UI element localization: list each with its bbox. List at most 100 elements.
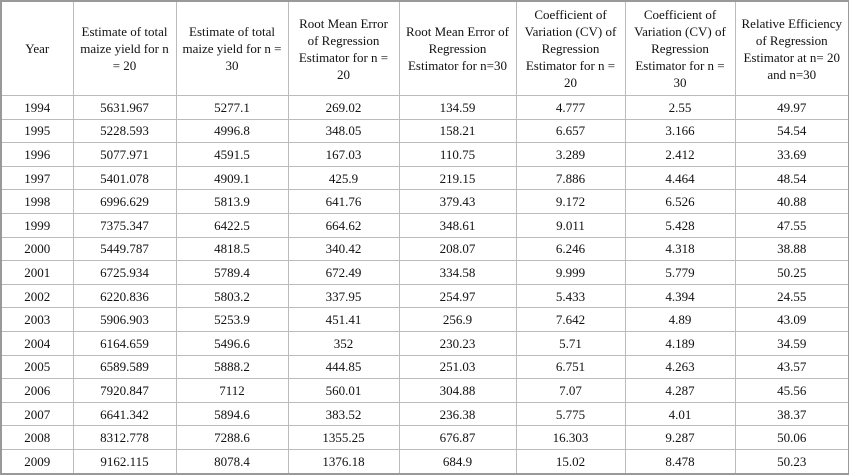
value-cell: 7112 [175, 378, 289, 403]
value-cell: 4.287 [624, 378, 736, 403]
header-cell: Estimate of total maize yield for n = 30 [175, 0, 289, 96]
value-cell: 269.02 [287, 95, 400, 120]
value-cell: 40.88 [734, 189, 849, 214]
value-cell: 664.62 [287, 212, 400, 238]
value-cell: 7375.347 [72, 212, 177, 238]
value-cell: 5228.593 [72, 118, 177, 144]
value-cell: 8.478 [624, 448, 736, 475]
value-cell: 6589.589 [72, 354, 177, 380]
value-cell: 337.95 [287, 283, 400, 309]
value-cell: 340.42 [287, 236, 400, 262]
value-cell: 34.59 [734, 330, 849, 356]
header-cell: Root Mean Error of Regression Estimator … [398, 0, 517, 96]
value-cell: 641.76 [287, 189, 400, 214]
value-cell: 4996.8 [175, 118, 289, 144]
header-cell: Year [0, 0, 74, 96]
value-cell: 254.97 [398, 283, 517, 309]
value-cell: 38.37 [734, 401, 849, 427]
value-cell: 208.07 [398, 236, 517, 262]
value-cell: 5.71 [515, 330, 626, 356]
year-cell: 2008 [0, 425, 74, 450]
value-cell: 5496.6 [175, 330, 289, 356]
table-row: 2000 5449.787 4818.5 340.42 208.07 6.246 4.318… [0, 236, 849, 262]
value-cell: 110.75 [398, 142, 517, 167]
value-cell: 672.49 [287, 260, 400, 285]
table-row: 2005 6589.589 5888.2 444.85 251.03 6.751 4.263… [0, 354, 849, 380]
value-cell: 16.303 [515, 425, 626, 450]
table-row: 2007 6641.342 5894.6 383.52 236.38 5.775 4.01 3… [0, 401, 849, 427]
value-cell: 4591.5 [175, 142, 289, 167]
value-cell: 9.999 [515, 260, 626, 285]
value-cell: 5789.4 [175, 260, 289, 285]
value-cell: 6641.342 [72, 401, 177, 427]
value-cell: 5.433 [515, 283, 626, 309]
table-row: 2008 8312.778 7288.6 1355.25 676.87 16.303 9.2… [0, 425, 849, 450]
value-cell: 48.54 [734, 165, 849, 191]
value-cell: 4.464 [624, 165, 736, 191]
value-cell: 2.55 [624, 95, 736, 120]
value-cell: 230.23 [398, 330, 517, 356]
value-cell: 5277.1 [175, 95, 289, 120]
year-cell: 1999 [0, 212, 74, 238]
table-row: 2002 6220.836 5803.2 337.95 254.97 5.433 4.394… [0, 283, 849, 309]
header-cell: Coefficient of Variation (CV) of Regress… [515, 0, 626, 96]
value-cell: 5401.078 [72, 165, 177, 191]
year-cell: 1997 [0, 165, 74, 191]
value-cell: 5888.2 [175, 354, 289, 380]
value-cell: 5631.967 [72, 95, 177, 120]
year-cell: 2002 [0, 283, 74, 309]
value-cell: 134.59 [398, 95, 517, 120]
value-cell: 7920.847 [72, 378, 177, 403]
value-cell: 50.25 [734, 260, 849, 285]
table-row: 1998 6996.629 5813.9 641.76 379.43 9.172 6.526… [0, 189, 849, 214]
value-cell: 383.52 [287, 401, 400, 427]
value-cell: 49.97 [734, 95, 849, 120]
value-cell: 5813.9 [175, 189, 289, 214]
value-cell: 348.05 [287, 118, 400, 144]
value-cell: 5906.903 [72, 307, 177, 332]
value-cell: 4.263 [624, 354, 736, 380]
value-cell: 251.03 [398, 354, 517, 380]
value-cell: 4818.5 [175, 236, 289, 262]
value-cell: 167.03 [287, 142, 400, 167]
value-cell: 6996.629 [72, 189, 177, 214]
value-cell: 50.06 [734, 425, 849, 450]
year-cell: 2000 [0, 236, 74, 262]
value-cell: 444.85 [287, 354, 400, 380]
value-cell: 236.38 [398, 401, 517, 427]
value-cell: 5077.971 [72, 142, 177, 167]
value-cell: 47.55 [734, 212, 849, 238]
year-cell: 2009 [0, 448, 74, 475]
year-cell: 2007 [0, 401, 74, 427]
year-cell: 2003 [0, 307, 74, 332]
table-row: 2001 6725.934 5789.4 672.49 334.58 9.999 5.779… [0, 260, 849, 285]
value-cell: 4.89 [624, 307, 736, 332]
value-cell: 3.289 [515, 142, 626, 167]
year-cell: 1996 [0, 142, 74, 167]
table-row: 1996 5077.971 4591.5 167.03 110.75 3.289 2.412… [0, 142, 849, 167]
value-cell: 4.01 [624, 401, 736, 427]
value-cell: 5253.9 [175, 307, 289, 332]
value-cell: 560.01 [287, 378, 400, 403]
value-cell: 8312.778 [72, 425, 177, 450]
value-cell: 256.9 [398, 307, 517, 332]
value-cell: 9162.115 [72, 448, 177, 475]
value-cell: 4.777 [515, 95, 626, 120]
table-row: 1997 5401.078 4909.1 425.9 219.15 7.886 4.464 4… [0, 165, 849, 191]
value-cell: 38.88 [734, 236, 849, 262]
table-row: 2004 6164.659 5496.6 352 230.23 5.71 4.189 34.5… [0, 330, 849, 356]
value-cell: 451.41 [287, 307, 400, 332]
table-row: 2009 9162.115 8078.4 1376.18 684.9 15.02 8.478… [0, 448, 849, 475]
value-cell: 2.412 [624, 142, 736, 167]
value-cell: 219.15 [398, 165, 517, 191]
year-cell: 1994 [0, 95, 74, 120]
value-cell: 24.55 [734, 283, 849, 309]
value-cell: 5.428 [624, 212, 736, 238]
value-cell: 304.88 [398, 378, 517, 403]
table-row: 2006 7920.847 7112 560.01 304.88 7.07 4.287 45.… [0, 378, 849, 403]
value-cell: 158.21 [398, 118, 517, 144]
table-body: 1994 5631.967 5277.1 269.02 134.59 4.777 2.55 4… [0, 95, 849, 475]
value-cell: 5894.6 [175, 401, 289, 427]
